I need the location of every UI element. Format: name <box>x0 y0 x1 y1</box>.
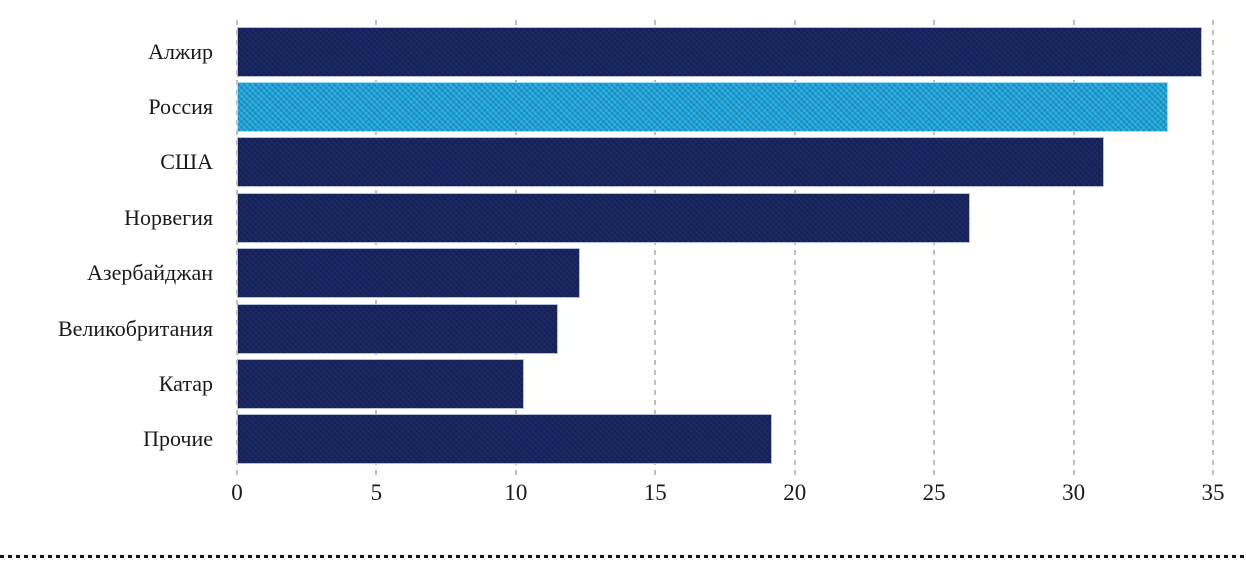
chart-rows: Алжир Россия США Норвегия Азербайджан Великоб… <box>0 24 1213 467</box>
category-label: Азербайджан <box>86 260 213 286</box>
x-tick-label: 35 <box>1201 480 1225 505</box>
category-label: Алжир <box>148 38 213 64</box>
x-tick-label: 30 <box>1062 480 1086 505</box>
bar-value <box>237 248 580 299</box>
category-label: США <box>160 149 213 175</box>
bar-row: Азербайджан <box>0 246 1213 301</box>
bar-row: США <box>0 135 1213 190</box>
bar-row: Великобритания <box>0 301 1213 356</box>
bar-value <box>237 303 558 354</box>
bar-track <box>237 303 1213 354</box>
x-tick-label: 20 <box>783 480 807 505</box>
bar-row: Прочие <box>0 412 1213 467</box>
bar-highlighted <box>237 82 1169 133</box>
bar-value <box>237 137 1105 188</box>
x-tick-label: 5 <box>370 480 383 505</box>
category-label: Великобритания <box>57 315 213 341</box>
bar-row: Катар <box>0 356 1213 411</box>
category-label: Прочие <box>143 426 213 452</box>
x-tick-label: 25 <box>922 480 946 505</box>
bar-track <box>237 248 1213 299</box>
bottom-dotted-separator <box>0 555 1246 558</box>
bar-track <box>237 414 1213 465</box>
category-label: Норвегия <box>124 204 213 230</box>
bar-track <box>237 358 1213 409</box>
x-tick-label: 10 <box>504 480 528 505</box>
bar-track <box>237 82 1213 133</box>
bar-track <box>237 192 1213 243</box>
bar-row: Россия <box>0 79 1213 134</box>
category-label: Катар <box>158 370 213 396</box>
bar-track <box>237 137 1213 188</box>
bar-track <box>237 26 1213 77</box>
x-axis: 0 5 10 15 20 25 30 35 <box>231 480 1224 511</box>
bar-value <box>237 414 773 465</box>
bar-row: Норвегия <box>0 190 1213 245</box>
bar-value <box>237 358 525 409</box>
category-label: Россия <box>148 94 213 120</box>
bar-value <box>237 192 971 243</box>
x-tick-label: 0 <box>231 480 243 505</box>
bar-row: Алжир <box>0 24 1213 79</box>
bar-value <box>237 26 1202 77</box>
x-tick-label: 15 <box>643 480 667 505</box>
